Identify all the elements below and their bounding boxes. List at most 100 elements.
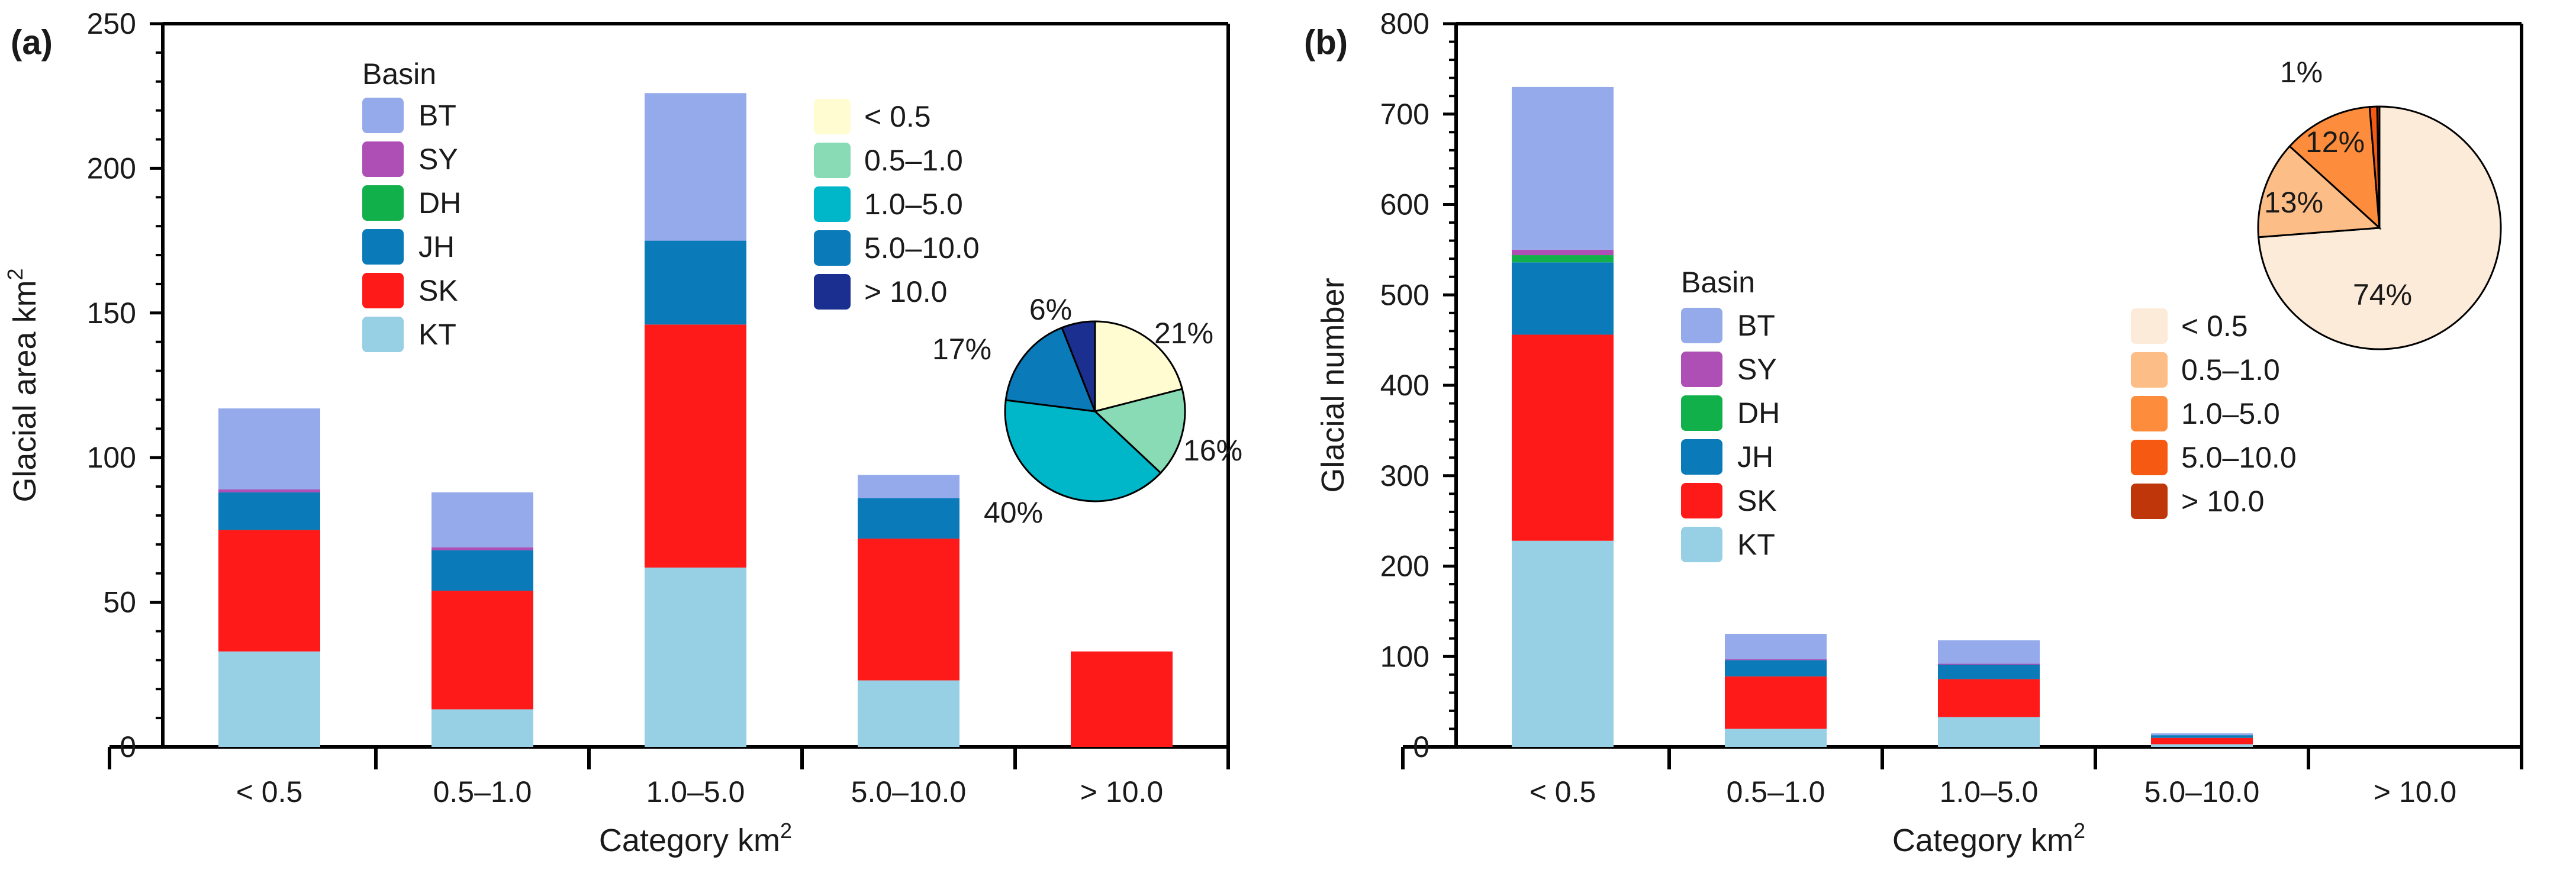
chart-a-x-axis-title: Category km2 [599, 819, 792, 858]
chart-b-bar-1-0-5-0-jh [1938, 664, 2040, 679]
chart-b-y-tick-label: 700 [1380, 98, 1429, 131]
chart-b-pie-legend-label-gt-10-0: > 10.0 [2181, 485, 2264, 518]
chart-b-pie-legend-swatch-0-5-1-0 [2131, 352, 2168, 388]
chart-b-pie-legend-swatch-lt-0-5 [2131, 308, 2168, 344]
chart-b-bar-0-5-1-0-sy [1725, 659, 1827, 661]
chart-b-x-axis-title-superscript: 2 [2073, 819, 2085, 843]
chart-b-legend-swatch-kt [1681, 527, 1722, 562]
chart-a-bar-5-0-10-0-sk [858, 539, 959, 681]
chart-b-y-tick-label: 200 [1380, 550, 1429, 583]
chart-a-y-tick-label: 50 [103, 586, 136, 619]
chart-a-legend-label-kt: KT [418, 318, 456, 351]
chart-a-x-tick-label-5-0-10-0: 5.0–10.0 [851, 775, 967, 808]
chart-b-bar-lt-0-5-kt [1512, 540, 1614, 747]
chart-a-bar-5-0-10-0-jh [858, 498, 959, 539]
chart-a-y-tick-label: 100 [87, 441, 136, 474]
chart-a-legend-swatch-dh [362, 185, 404, 221]
chart-a-x-axis-title-text: Category km [599, 823, 780, 858]
chart-a-legend-title: Basin [362, 57, 436, 91]
chart-b-bar-lt-0-5-dh [1512, 255, 1614, 263]
chart-a-pie-legend-label-gt-10-0: > 10.0 [864, 275, 947, 308]
chart-a-bar-0-5-1-0-kt [432, 709, 533, 747]
chart-a-pie-label-5-0-10-0: 17% [932, 333, 991, 366]
chart-b-pie-legend-label-lt-0-5: < 0.5 [2181, 310, 2248, 343]
chart-a-pie-slice-lt-0-5 [1094, 320, 1184, 413]
chart-a-bar-lt-0-5-sy [218, 489, 320, 492]
chart-b-panel-label: (b) [1304, 24, 1348, 62]
chart-b-x-tick-label-lt-0-5: < 0.5 [1530, 775, 1596, 808]
chart-a-x-tick-label-lt-0-5: < 0.5 [236, 775, 303, 808]
chart-a-y-tick-label: 0 [120, 730, 136, 763]
chart-b-pie-label-0-5-1-0: 13% [2264, 186, 2323, 219]
chart-b-pie-legend-label-1-0-5-0: 1.0–5.0 [2181, 397, 2280, 430]
chart-a-x-tick-label-gt-10-0: > 10.0 [1080, 775, 1163, 808]
chart-a-legend-swatch-kt [362, 317, 404, 352]
chart-b-x-tick-label-0-5-1-0: 0.5–1.0 [1727, 775, 1825, 808]
chart-a-legend-label-jh: JH [418, 230, 455, 263]
chart-a-pie-label-0-5-1-0: 16% [1183, 434, 1242, 467]
chart-b-legend-label-bt: BT [1737, 309, 1775, 342]
chart-b-legend-label-sy: SY [1737, 353, 1777, 386]
chart-a-pie-slice-gt-10-0 [1061, 320, 1096, 412]
chart-b-legend-swatch-jh [1681, 439, 1722, 475]
chart-a-bar-0-5-1-0-bt [432, 492, 533, 547]
chart-a-bar-1-0-5-0-bt [645, 93, 746, 241]
chart-a-pie-label-lt-0-5: 21% [1154, 317, 1213, 350]
chart-b-y-axis-title-text: Glacial number [1315, 278, 1351, 492]
chart-a-legend-label-dh: DH [418, 186, 461, 220]
chart-b-bar-0-5-1-0-kt [1725, 729, 1827, 747]
chart-a-bar-lt-0-5-kt [218, 651, 320, 747]
chart-b-pie-legend-swatch-gt-10-0 [2131, 484, 2168, 519]
chart-b-bar-5-0-10-0-bt [2151, 733, 2253, 736]
chart-a-x-tick-label-1-0-5-0: 1.0–5.0 [646, 775, 745, 808]
chart-b-bar-0-5-1-0-sk [1725, 676, 1827, 729]
chart-b-pie-slice-gt-10-0 [2376, 105, 2381, 228]
chart-a-pie-legend-label-lt-0-5: < 0.5 [864, 100, 931, 133]
chart-a-y-axis-title: Glacial area km2 [3, 268, 43, 502]
chart-b-legend-label-dh: DH [1737, 397, 1780, 430]
chart-a-pie-legend: < 0.5 0.5–1.0 1.0–5.0 5.0–10.0 > 10.0 [814, 99, 980, 310]
chart-b-pie-legend: < 0.5 0.5–1.0 1.0–5.0 5.0–10.0 > 10.0 [2131, 308, 2297, 519]
chart-b-bar-1-0-5-0-kt [1938, 717, 2040, 747]
chart-a-bar-0-5-1-0-jh [432, 550, 533, 591]
chart-a-bar-gt-10-0-sk [1071, 651, 1173, 747]
chart-a-bar-0-5-1-0-sy [432, 547, 533, 550]
chart-b-y-tick-label: 600 [1380, 188, 1429, 221]
chart-a-bar-5-0-10-0-kt [858, 680, 959, 747]
chart-a-x-tick-label-0-5-1-0: 0.5–1.0 [433, 775, 532, 808]
chart-b-y-tick-label: 300 [1380, 459, 1429, 492]
chart-b-bar-5-0-10-0-sk [2151, 737, 2253, 745]
chart-b-legend-swatch-bt [1681, 308, 1722, 343]
chart-b-bar-lt-0-5-sk [1512, 334, 1614, 541]
chart-a-panel-label: (a) [11, 24, 53, 62]
chart-a-basin-legend: Basin BT SY DH JH SK KT [362, 57, 461, 352]
chart-b-legend-swatch-sk [1681, 483, 1722, 518]
chart-a-legend-label-bt: BT [418, 99, 456, 132]
chart-a-legend-swatch-sk [362, 273, 404, 308]
chart-a-bar-0-5-1-0-sk [432, 591, 533, 710]
chart-b-y-axis-title: Glacial number [1315, 278, 1351, 492]
chart-a-legend-label-sk: SK [418, 274, 458, 307]
chart-a-bar-1-0-5-0-jh [645, 240, 746, 325]
chart-b-bar-1-0-5-0-bt [1938, 640, 2040, 664]
chart-b-pie-slice-0-5-1-0 [2257, 145, 2382, 239]
chart-a-bar-5-0-10-0-bt [858, 475, 959, 498]
chart-a-y-tick-label: 250 [87, 7, 136, 40]
chart-a-legend-swatch-sy [362, 141, 404, 177]
chart-a-pie-label-1-0-5-0: 40% [984, 496, 1043, 529]
chart-a-pie-slice-5-0-10-0 [1004, 326, 1097, 413]
chart-a-bar-1-0-5-0-sk [645, 324, 746, 568]
chart-b-legend-title: Basin [1681, 266, 1755, 299]
chart-a-pie-legend-label-5-0-10-0: 5.0–10.0 [864, 231, 980, 265]
chart-a-inset-pie: 21% 16% 40% 17% 6% [932, 293, 1242, 529]
chart-b-legend-label-jh: JH [1737, 440, 1773, 473]
chart-b-bar-lt-0-5-jh [1512, 262, 1614, 335]
chart-a-bar-lt-0-5-sk [218, 530, 320, 652]
chart-b-y-tick-label: 500 [1380, 278, 1429, 311]
chart-b-bar-5-0-10-0-jh [2151, 735, 2253, 738]
chart-a-y-tick-label: 150 [87, 297, 136, 330]
chart-b-legend-label-kt: KT [1737, 528, 1775, 561]
chart-b-bar-5-0-10-0-kt [2151, 744, 2253, 747]
chart-a-x-axis-title-superscript: 2 [780, 819, 792, 843]
